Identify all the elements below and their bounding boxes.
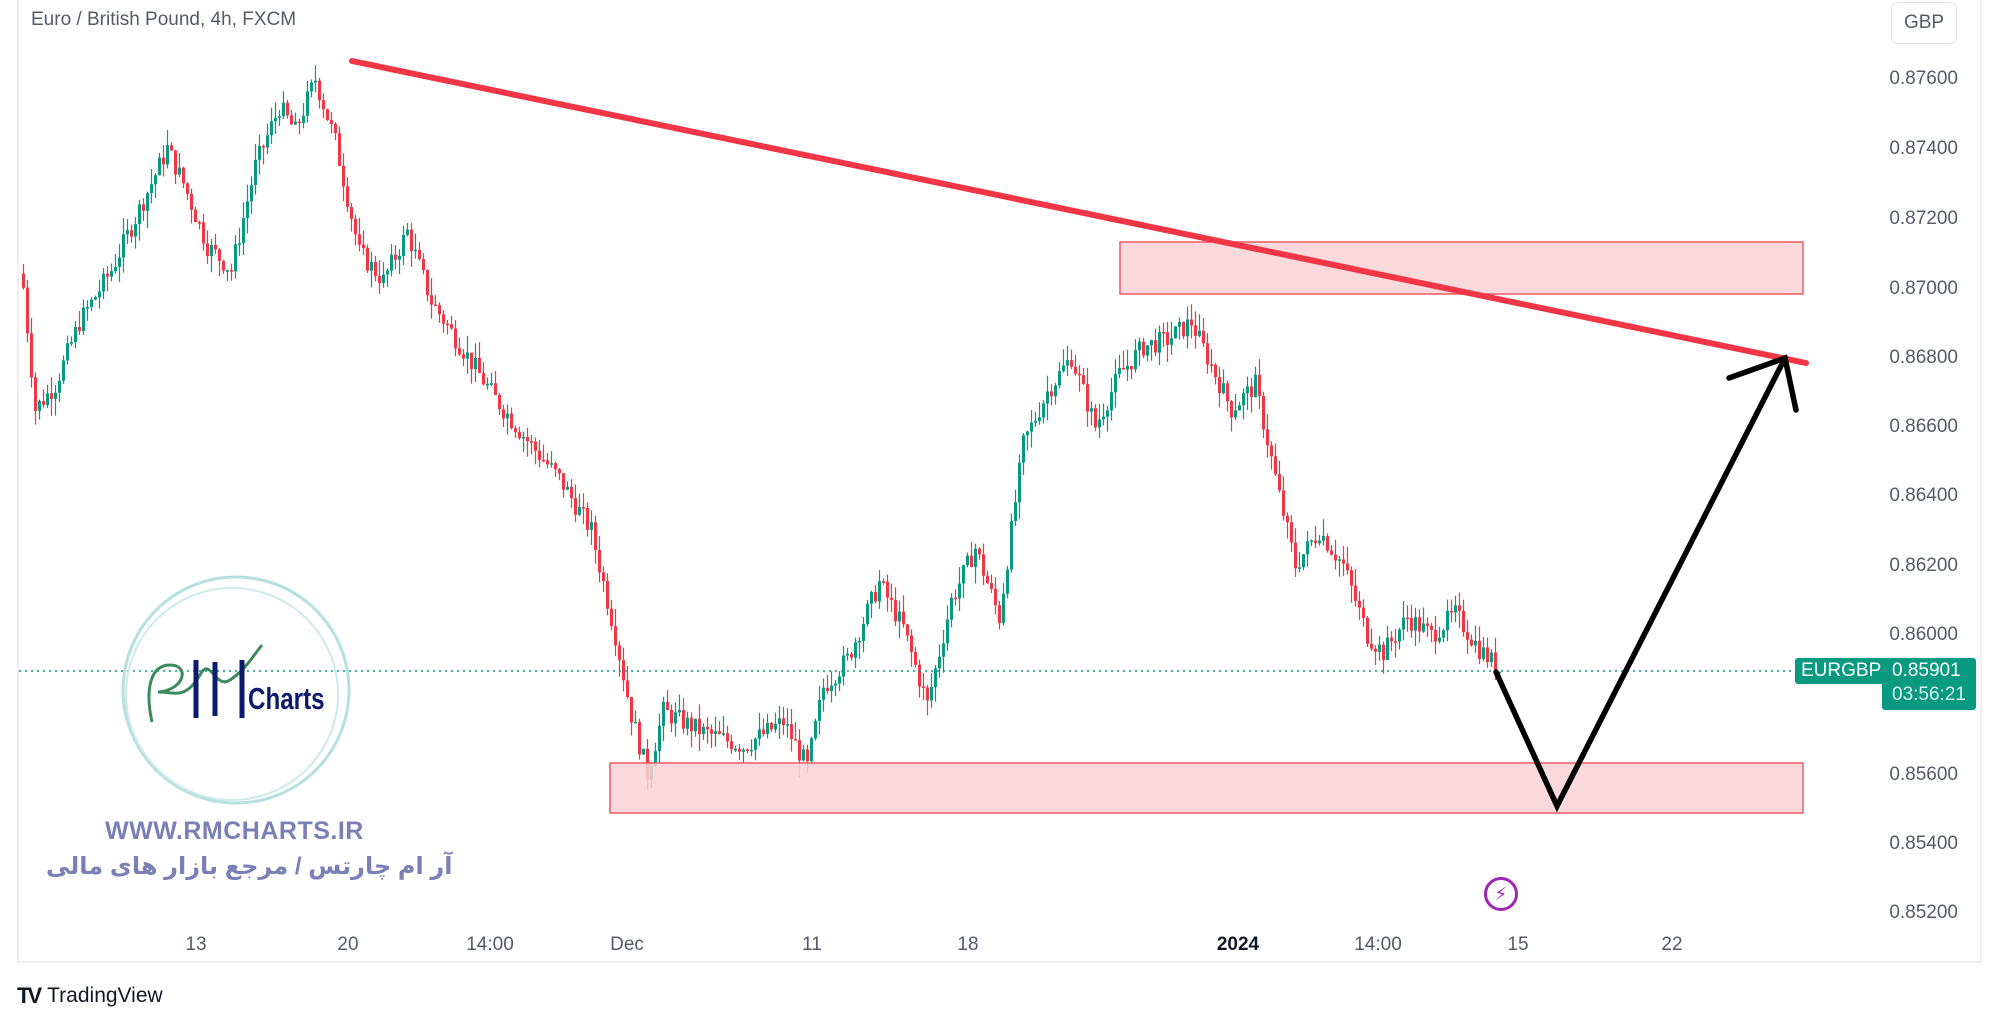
price-tick: 0.87600 bbox=[1889, 68, 1958, 89]
projection-arrow[interactable] bbox=[1493, 355, 1788, 813]
price-tick: 0.85600 bbox=[1889, 764, 1958, 785]
resistance-zone[interactable] bbox=[1119, 241, 1804, 295]
tradingview-logo[interactable]: TV TradingView bbox=[17, 983, 163, 1009]
time-axis[interactable]: 13 20 14:00 Dec 11 18 2024 14:00 15 22 bbox=[17, 930, 1982, 963]
arrow-head-icon bbox=[1726, 354, 1799, 413]
price-tick: 0.87000 bbox=[1889, 278, 1958, 299]
trendline[interactable] bbox=[349, 58, 1809, 366]
bar-countdown: 03:56:21 bbox=[1892, 684, 1966, 705]
time-tick: 22 bbox=[1661, 934, 1683, 955]
watermark-brand: Charts bbox=[248, 681, 325, 716]
chart-frame bbox=[17, 0, 1982, 963]
time-tick: 14:00 bbox=[466, 934, 514, 955]
support-zone[interactable] bbox=[609, 762, 1804, 814]
price-tick: 0.86800 bbox=[1889, 347, 1958, 368]
price-tick: 0.86400 bbox=[1889, 485, 1958, 506]
time-tick: 14:00 bbox=[1354, 934, 1402, 955]
last-price-tag: 0.85901 03:56:21 bbox=[1882, 658, 1976, 710]
time-tick: Dec bbox=[610, 934, 644, 955]
price-tick: 0.87400 bbox=[1889, 138, 1958, 159]
chart-title: Euro / British Pound, 4h, FXCM bbox=[31, 9, 297, 30]
tradingview-label: TradingView bbox=[47, 984, 163, 1007]
candlestick-series bbox=[22, 65, 1501, 791]
rmcharts-logo bbox=[121, 575, 351, 805]
watermark-tagline: آر ام چارتس / مرجع بازار های مالی bbox=[46, 853, 453, 880]
time-tick: 13 bbox=[185, 934, 207, 955]
price-tick: 0.85200 bbox=[1889, 902, 1958, 923]
price-tick: 0.86200 bbox=[1889, 555, 1958, 576]
lightning-event-icon[interactable]: ⚡ bbox=[1484, 877, 1518, 911]
price-axis[interactable]: 0.87600 0.87400 0.87200 0.87000 0.86800 … bbox=[1885, 0, 1980, 930]
price-tick: 0.86600 bbox=[1889, 416, 1958, 437]
time-tick-year: 2024 bbox=[1216, 934, 1260, 955]
tradingview-mark-icon: TV bbox=[17, 983, 42, 1008]
price-tick: 0.86000 bbox=[1889, 624, 1958, 645]
last-price-value: 0.85901 bbox=[1892, 660, 1961, 681]
time-tick: 11 bbox=[802, 934, 822, 955]
watermark-url: WWW.RMCHARTS.IR bbox=[105, 817, 364, 845]
price-tick: 0.85400 bbox=[1889, 833, 1958, 854]
symbol-tag: EURGBP bbox=[1795, 658, 1888, 684]
time-tick: 20 bbox=[337, 934, 359, 955]
time-tick: 18 bbox=[957, 934, 979, 955]
currency-button[interactable]: GBP bbox=[1891, 2, 1957, 44]
time-tick: 15 bbox=[1507, 934, 1529, 955]
price-tick: 0.87200 bbox=[1889, 208, 1958, 229]
